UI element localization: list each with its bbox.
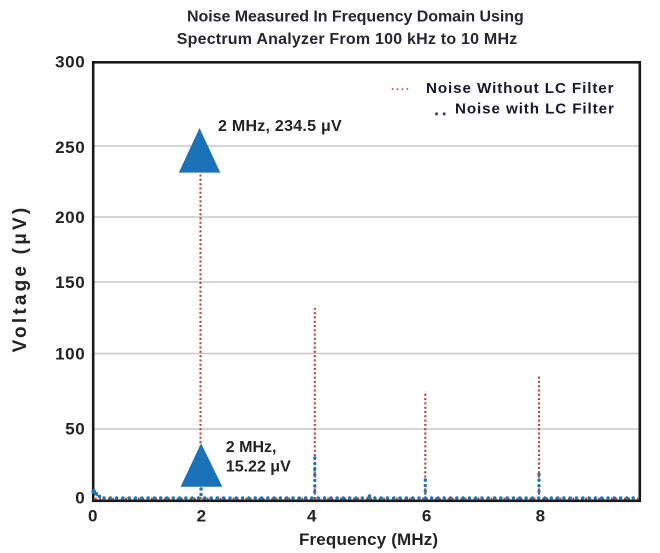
svg-text:2: 2 [197,507,206,526]
svg-text:250: 250 [55,138,85,157]
svg-text:8: 8 [536,507,545,526]
svg-text:2 MHz,: 2 MHz, [226,439,277,456]
svg-text:0: 0 [88,507,97,526]
svg-text:Voltage (μV): Voltage (μV) [10,205,31,353]
svg-text:50: 50 [65,419,85,438]
svg-text:15.22 μV: 15.22 μV [226,459,291,476]
svg-text:6: 6 [422,507,431,526]
svg-text:4: 4 [307,507,317,526]
svg-text:Noise Measured In Frequency Do: Noise Measured In Frequency Domain Using [187,9,524,26]
svg-text:Noise with LC Filter: Noise with LC Filter [455,101,615,118]
svg-text:100: 100 [55,345,85,364]
svg-text:150: 150 [55,273,85,292]
svg-text:0: 0 [75,489,85,508]
svg-text:Spectrum Analyzer From 100 kHz: Spectrum Analyzer From 100 kHz to 10 MHz [177,31,518,48]
svg-text:Frequency (MHz): Frequency (MHz) [299,530,438,549]
svg-text:Noise Without LC Filter: Noise Without LC Filter [426,80,614,97]
svg-text:300: 300 [55,53,85,72]
svg-text:200: 200 [55,208,85,227]
svg-text:2 MHz, 234.5 μV: 2 MHz, 234.5 μV [218,118,342,135]
